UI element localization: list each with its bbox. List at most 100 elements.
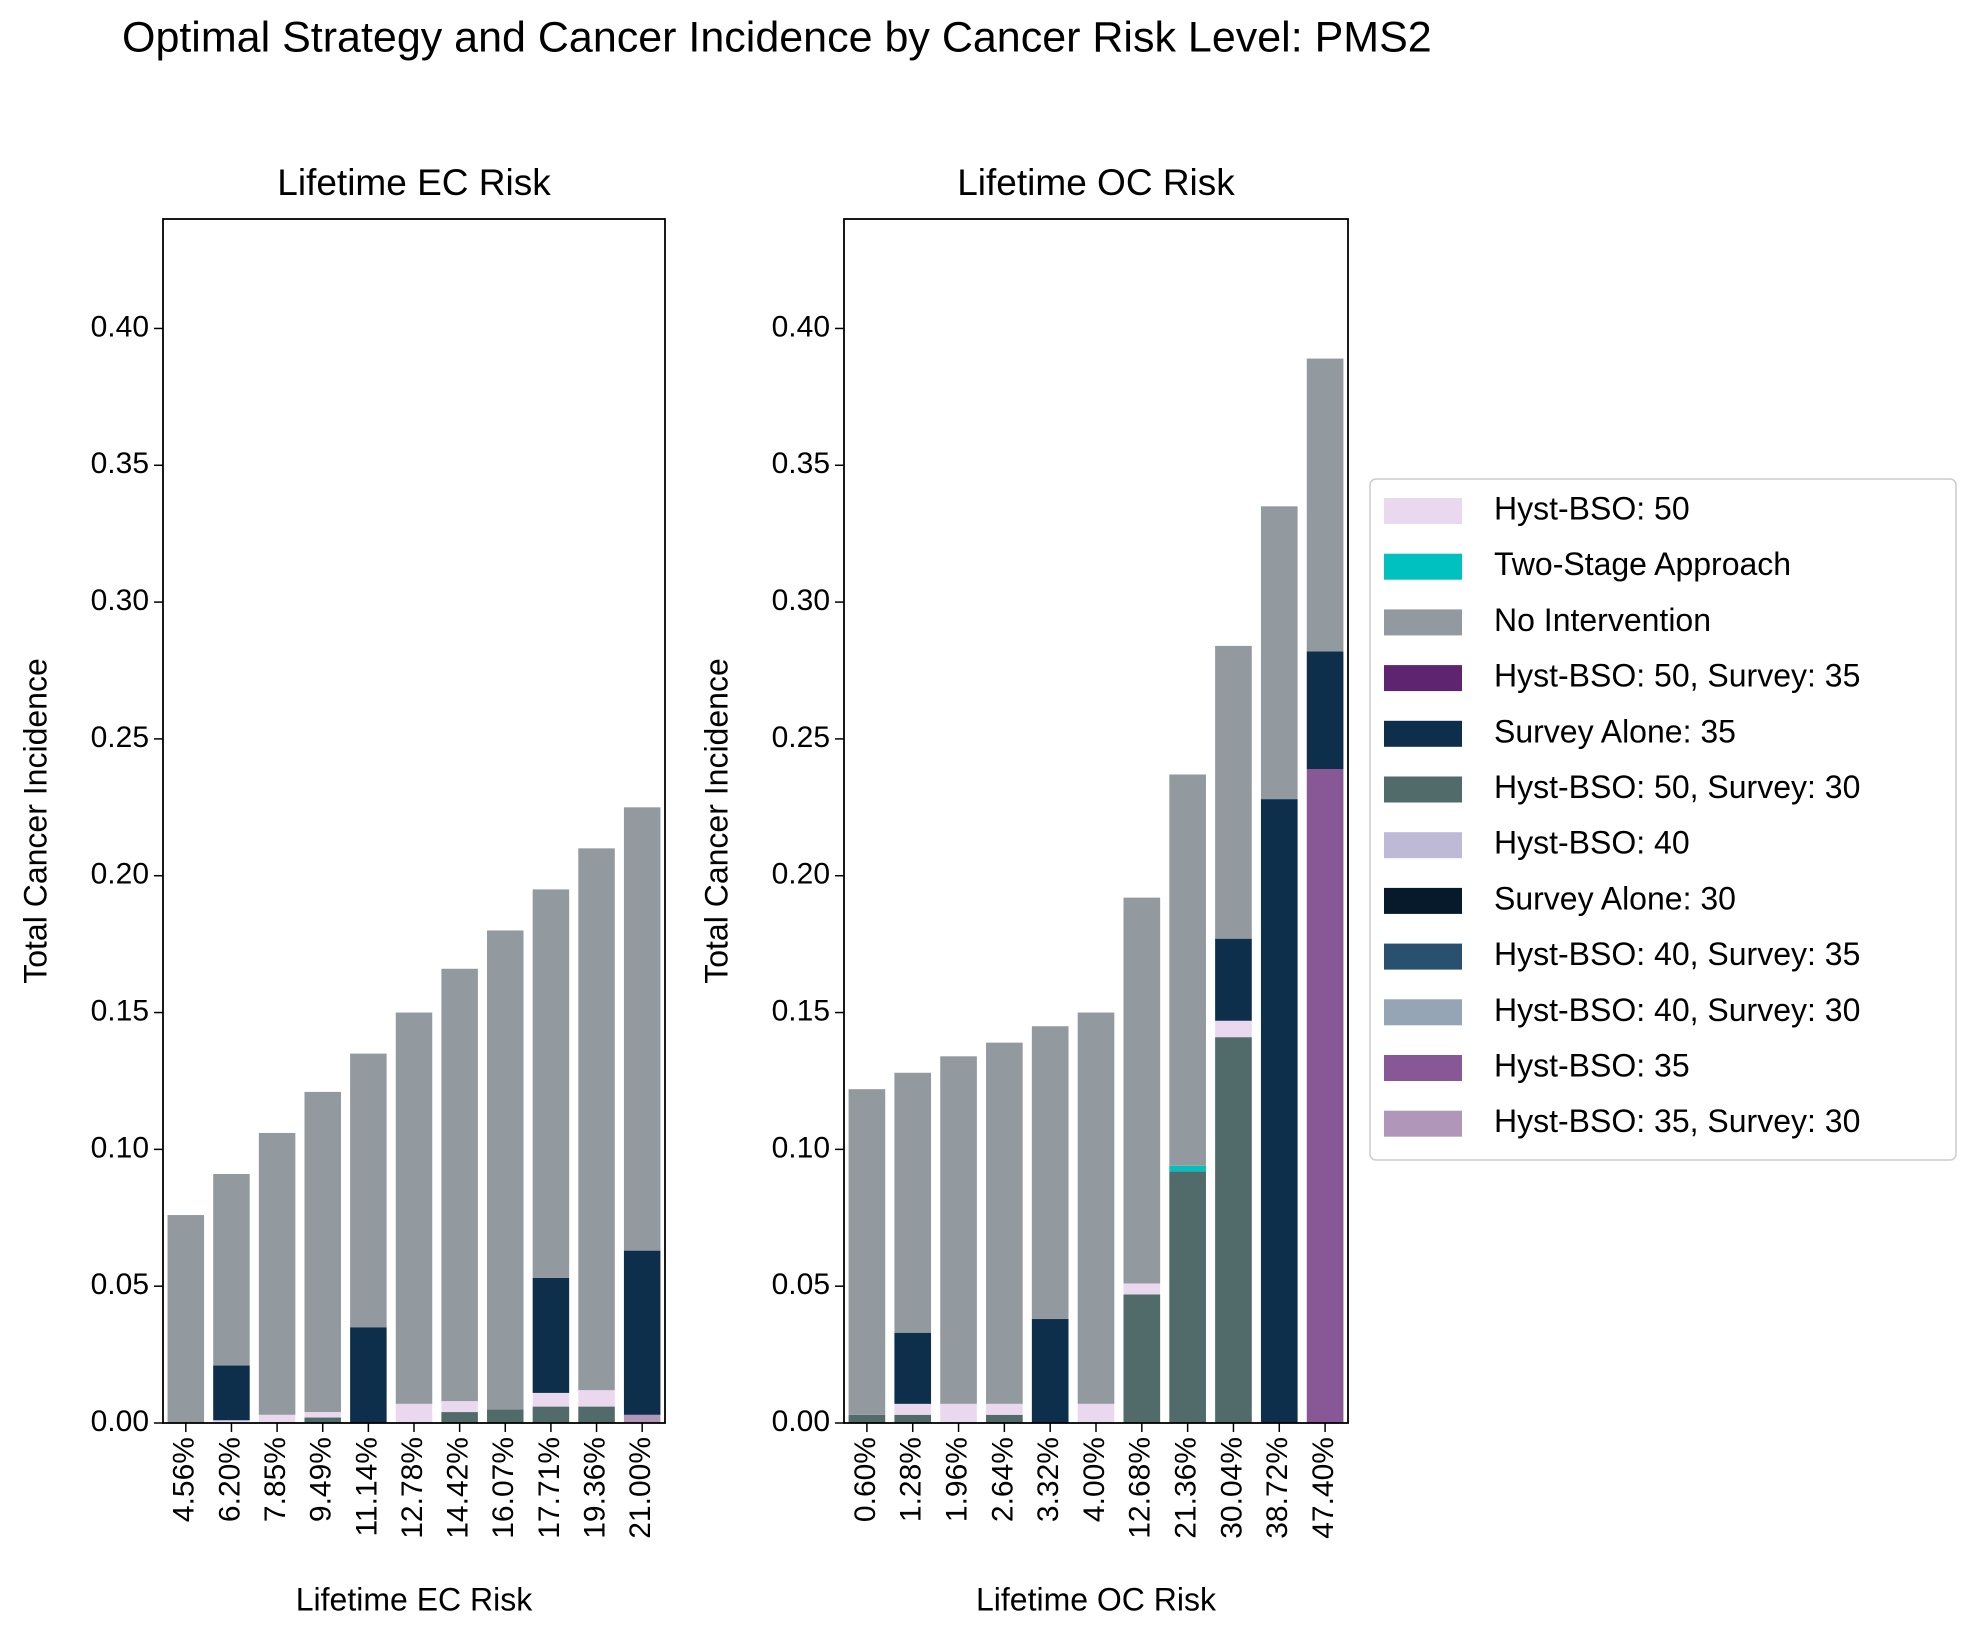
- bar-segment: [623, 1414, 661, 1423]
- y-tick-label: 0.25: [772, 721, 830, 754]
- y-tick-label: 0.10: [91, 1131, 149, 1164]
- x-tick-label: 0.60%: [849, 1437, 882, 1522]
- x-tick-label: 21.36%: [1170, 1437, 1203, 1539]
- bar-segment: [1215, 645, 1252, 939]
- x-tick-label: 38.72%: [1261, 1437, 1294, 1539]
- x-tick-label: 9.49%: [305, 1437, 338, 1522]
- bar-segment: [1260, 506, 1298, 800]
- x-tick-label: 4.00%: [1078, 1437, 1111, 1522]
- bar-segment: [623, 807, 661, 1251]
- legend-swatch: [1384, 720, 1462, 747]
- bar-segment: [213, 1173, 250, 1366]
- bar-segment: [1306, 358, 1344, 652]
- legend-swatch: [1384, 609, 1462, 636]
- bar-segment: [578, 1406, 615, 1423]
- bar-segment: [578, 1390, 615, 1407]
- y-tick-label: 0.10: [772, 1131, 830, 1164]
- legend-label: Hyst-BSO: 40, Survey: 30: [1494, 992, 1860, 1028]
- legend-label: Hyst-BSO: 35: [1494, 1047, 1690, 1083]
- legend-label: Hyst-BSO: 50: [1494, 490, 1690, 526]
- bar-segment: [487, 930, 524, 1410]
- bar-segment: [1123, 1283, 1161, 1295]
- x-tick-label: 3.32%: [1032, 1437, 1065, 1522]
- legend-swatch: [1384, 1055, 1462, 1081]
- x-tick-label: 4.56%: [168, 1437, 201, 1522]
- legend-swatch: [1384, 553, 1462, 580]
- legend-label: Survey Alone: 35: [1494, 713, 1736, 749]
- legend-swatch: [1384, 832, 1462, 859]
- x-axis-label: Lifetime OC Risk: [976, 1581, 1217, 1617]
- bar-segment: [894, 1072, 932, 1333]
- legend-label: Hyst-BSO: 35, Survey: 30: [1494, 1103, 1860, 1139]
- bar-segment: [986, 1414, 1023, 1423]
- bar-segment: [441, 1412, 478, 1423]
- figure-title: Optimal Strategy and Cancer Incidence by…: [122, 13, 1432, 61]
- bar-segment: [894, 1414, 932, 1423]
- bar-segment: [940, 1403, 977, 1423]
- bar-segment: [1031, 1026, 1069, 1320]
- legend-label: Two-Stage Approach: [1494, 546, 1791, 582]
- bar-segment: [350, 1053, 387, 1328]
- legend-label: Hyst-BSO: 40, Survey: 35: [1494, 936, 1860, 972]
- x-tick-label: 6.20%: [213, 1437, 246, 1522]
- bar-segment: [532, 889, 570, 1278]
- y-tick-label: 0.40: [91, 310, 149, 343]
- legend-swatch: [1384, 776, 1462, 803]
- bar-segment: [1306, 651, 1344, 770]
- y-tick-label: 0.00: [91, 1405, 149, 1438]
- y-tick-label: 0.15: [772, 994, 830, 1027]
- y-axis-label: Total Cancer Incidence: [17, 658, 53, 984]
- bar-segment: [1077, 1012, 1115, 1404]
- x-tick-label: 16.07%: [487, 1437, 520, 1539]
- legend-swatch: [1384, 887, 1462, 914]
- x-tick-label: 14.42%: [442, 1437, 475, 1539]
- x-tick-label: 30.04%: [1215, 1437, 1248, 1539]
- bar-segment: [304, 1091, 341, 1413]
- legend-swatch: [1384, 943, 1462, 970]
- bar-segment: [532, 1277, 570, 1393]
- y-tick-label: 0.35: [772, 447, 830, 480]
- bar-segment: [395, 1403, 433, 1423]
- bar-segment: [848, 1089, 886, 1415]
- bar-segment: [894, 1403, 932, 1415]
- bar-segment: [304, 1412, 341, 1418]
- x-tick-label: 12.78%: [396, 1437, 429, 1539]
- bar-segment: [532, 1392, 570, 1407]
- bar-segment: [1306, 769, 1344, 1423]
- legend-label: Hyst-BSO: 50, Survey: 35: [1494, 658, 1860, 694]
- legend-label: Hyst-BSO: 50, Survey: 30: [1494, 769, 1860, 805]
- y-tick-label: 0.00: [772, 1405, 830, 1438]
- x-tick-label: 21.00%: [624, 1437, 657, 1539]
- legend-swatch: [1384, 498, 1462, 524]
- x-tick-label: 11.14%: [350, 1437, 383, 1537]
- x-tick-label: 1.28%: [895, 1437, 928, 1522]
- y-tick-label: 0.20: [772, 858, 830, 891]
- bar-segment: [1215, 938, 1252, 1021]
- legend-swatch: [1384, 999, 1462, 1026]
- x-tick-label: 17.71%: [533, 1437, 566, 1539]
- legend-label: Hyst-BSO: 40: [1494, 825, 1690, 861]
- bar-segment: [940, 1056, 977, 1404]
- bar-segment: [1215, 1020, 1252, 1038]
- y-tick-label: 0.20: [91, 858, 149, 891]
- bar-segment: [213, 1420, 250, 1423]
- bar-segment: [1169, 1171, 1206, 1423]
- x-tick-label: 2.64%: [986, 1437, 1019, 1522]
- bar-segment: [1077, 1403, 1115, 1423]
- bar-segment: [848, 1414, 886, 1423]
- bar-segment: [350, 1327, 387, 1423]
- y-axis-label: Total Cancer Incidence: [698, 658, 734, 984]
- bar-segment: [304, 1417, 341, 1423]
- bar-segment: [986, 1042, 1023, 1404]
- bar-segment: [623, 1250, 661, 1415]
- bar-segment: [578, 848, 615, 1391]
- x-axis-label: Lifetime EC Risk: [296, 1581, 534, 1617]
- bar-segment: [894, 1332, 932, 1404]
- x-tick-label: 19.36%: [578, 1437, 611, 1539]
- bar-segment: [167, 1215, 205, 1423]
- y-tick-label: 0.30: [91, 584, 149, 617]
- bar-segment: [441, 968, 478, 1402]
- x-tick-label: 1.96%: [940, 1437, 973, 1522]
- y-tick-label: 0.05: [772, 1268, 830, 1301]
